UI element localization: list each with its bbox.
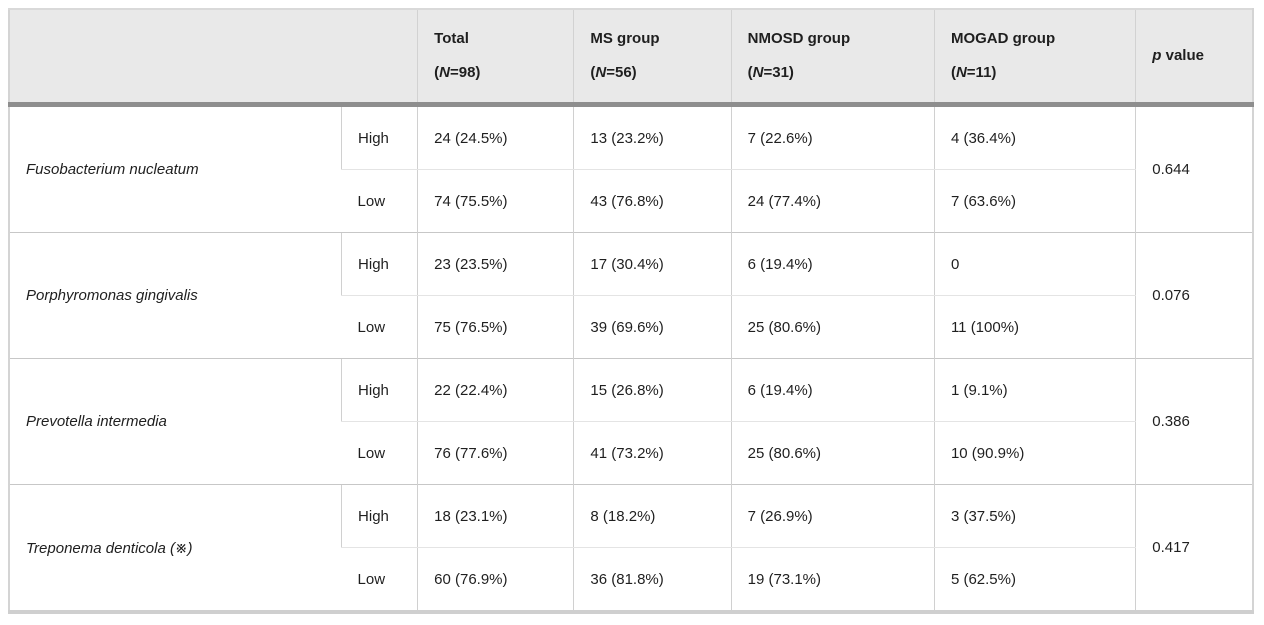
header-total-label: Total (434, 30, 469, 47)
header-mogad-label: MOGAD group (950, 30, 1056, 47)
header-total-n: (N=98) (434, 64, 481, 81)
bacteria-levels-table: Total (N=98) MS group (N=56) NMOSD group… (8, 8, 1254, 614)
value-cell: 24 (77.4%) (730, 169, 935, 233)
header-empty-cell (9, 9, 418, 107)
table-row: Low 74 (75.5%) 43 (76.8%) 24 (77.4%) 7 (… (9, 169, 1253, 233)
level-cell: Low (341, 169, 418, 233)
bacteria-name-cell: Fusobacterium nucleatum (9, 104, 342, 233)
header-p-value: p value (1135, 9, 1253, 107)
table-row: Low 75 (76.5%) 39 (69.6%) 25 (80.6%) 11 … (9, 295, 1253, 359)
p-value-cell: 0.644 (1135, 104, 1253, 233)
value-cell: 39 (69.6%) (573, 295, 732, 359)
level-cell: Low (341, 547, 418, 612)
bacteria-name-cell: Treponema denticola (※) (9, 484, 342, 612)
header-p-label: p value (1152, 47, 1204, 64)
value-cell: 3 (37.5%) (933, 484, 1136, 548)
table-row: Treponema denticola (※) High 18 (23.1%) … (9, 484, 1253, 612)
header-nmosd-group: NMOSD group (N=31) (730, 9, 935, 107)
table-header: Total (N=98) MS group (N=56) NMOSD group… (9, 9, 1253, 107)
level-cell: High (341, 358, 418, 422)
value-cell: 23 (23.5%) (417, 232, 574, 296)
value-cell: 0 (933, 232, 1136, 296)
value-cell: 15 (26.8%) (573, 358, 732, 422)
value-cell: 22 (22.4%) (417, 358, 574, 422)
value-cell: 4 (36.4%) (933, 104, 1136, 170)
value-cell: 43 (76.8%) (573, 169, 732, 233)
p-value-cell: 0.417 (1135, 484, 1253, 612)
header-row: Total (N=98) MS group (N=56) NMOSD group… (9, 9, 1253, 107)
level-cell: Low (341, 421, 418, 485)
header-nmosd-n: (N=31) (747, 64, 794, 81)
value-cell: 74 (75.5%) (417, 169, 574, 233)
header-mogad-group: MOGAD group (N=11) (933, 9, 1136, 107)
value-cell: 76 (77.6%) (417, 421, 574, 485)
table-row: Fusobacterium nucleatum High 24 (24.5%) … (9, 104, 1253, 233)
value-cell: 6 (19.4%) (730, 358, 935, 422)
table-row: Porphyromonas gingivalis High 23 (23.5%)… (9, 232, 1253, 359)
value-cell: 36 (81.8%) (573, 547, 732, 612)
table-row: Low 76 (77.6%) 41 (73.2%) 25 (80.6%) 10 … (9, 421, 1253, 485)
table-body: Fusobacterium nucleatum High 24 (24.5%) … (9, 104, 1253, 612)
p-value-cell: 0.386 (1135, 358, 1253, 485)
header-nmosd-label: NMOSD group (747, 30, 851, 47)
header-mogad-n: (N=11) (950, 64, 997, 81)
value-cell: 19 (73.1%) (730, 547, 935, 612)
level-cell: High (341, 104, 418, 170)
level-cell: High (341, 232, 418, 296)
header-ms-label: MS group (590, 30, 660, 47)
value-cell: 7 (26.9%) (730, 484, 935, 548)
value-cell: 5 (62.5%) (933, 547, 1136, 612)
bacteria-name-cell: Porphyromonas gingivalis (9, 232, 342, 359)
level-cell: High (341, 484, 418, 548)
value-cell: 7 (63.6%) (933, 169, 1136, 233)
header-ms-group: MS group (N=56) (573, 9, 732, 107)
value-cell: 6 (19.4%) (730, 232, 935, 296)
level-cell: Low (341, 295, 418, 359)
value-cell: 41 (73.2%) (573, 421, 732, 485)
header-ms-n: (N=56) (590, 64, 637, 81)
value-cell: 75 (76.5%) (417, 295, 574, 359)
table-row: Low 60 (76.9%) 36 (81.8%) 19 (73.1%) 5 (… (9, 547, 1253, 612)
p-value-cell: 0.076 (1135, 232, 1253, 359)
value-cell: 13 (23.2%) (573, 104, 732, 170)
value-cell: 25 (80.6%) (730, 421, 935, 485)
value-cell: 60 (76.9%) (417, 547, 574, 612)
value-cell: 8 (18.2%) (573, 484, 732, 548)
bacteria-name-cell: Prevotella intermedia (9, 358, 342, 485)
value-cell: 10 (90.9%) (933, 421, 1136, 485)
table-row: Prevotella intermedia High 22 (22.4%) 15… (9, 358, 1253, 485)
value-cell: 25 (80.6%) (730, 295, 935, 359)
value-cell: 18 (23.1%) (417, 484, 574, 548)
header-total: Total (N=98) (417, 9, 574, 107)
value-cell: 17 (30.4%) (573, 232, 732, 296)
value-cell: 24 (24.5%) (417, 104, 574, 170)
value-cell: 11 (100%) (933, 295, 1136, 359)
value-cell: 1 (9.1%) (933, 358, 1136, 422)
value-cell: 7 (22.6%) (730, 104, 935, 170)
